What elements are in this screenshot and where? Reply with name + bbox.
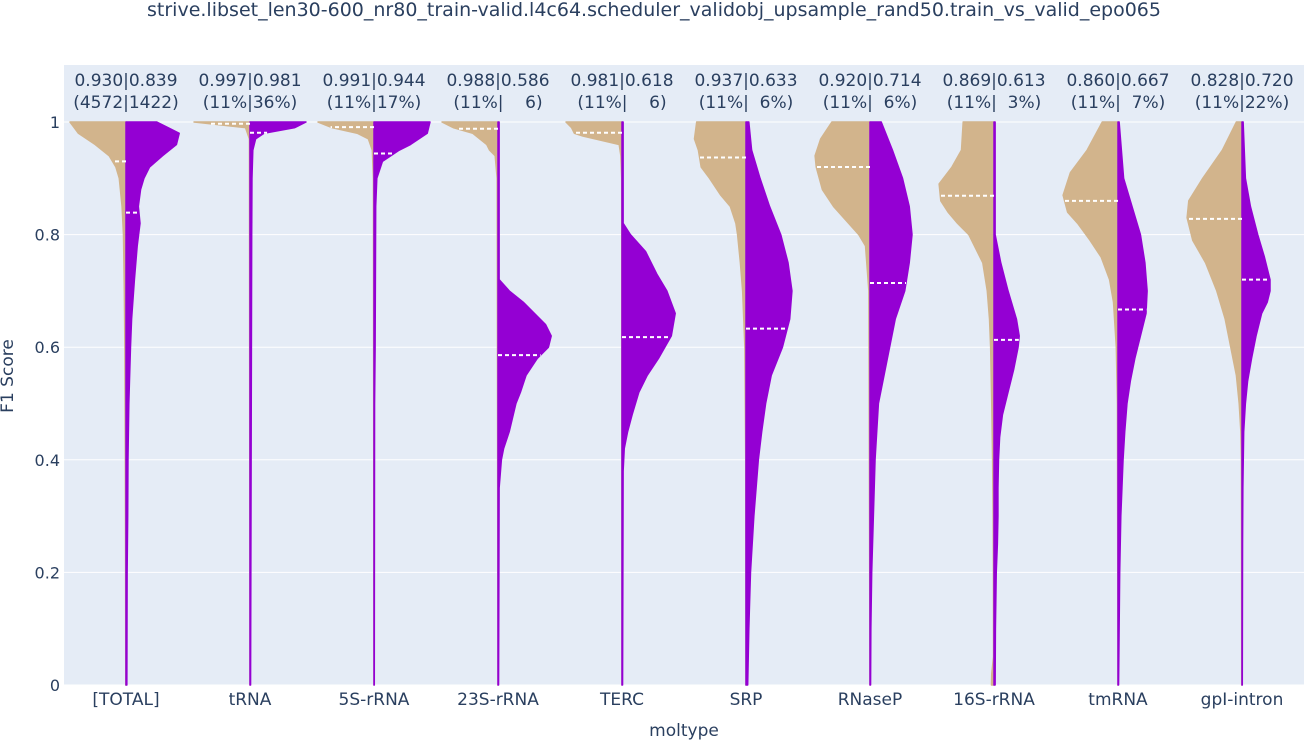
annotation-line1: 0.991|0.944 (322, 71, 425, 91)
annotation-line2: (11%| 7%) (1071, 93, 1166, 113)
violin-valid-rnasep (869, 121, 913, 686)
violin-train-tmrna (1062, 121, 1119, 686)
annotation-line2: (11%| 6%) (823, 93, 918, 113)
annotations: 0.930|0.839(4572|1422) 0.997|0.981(11%|36… (73, 71, 1293, 113)
annotation-line2: (4572|1422) (73, 93, 179, 113)
x-tick-label: [TOTAL] (92, 690, 159, 710)
x-tick-label: SRP (730, 690, 763, 710)
y-tick-label: 0 (50, 676, 60, 695)
gridlines (64, 121, 1304, 686)
violin-train-16s-rrna (938, 121, 995, 686)
x-tick-label: TERC (599, 690, 644, 710)
violin-valid-trna (249, 121, 307, 686)
violin-valid-terc (621, 121, 676, 686)
annotation-line1: 0.988|0.586 (446, 71, 549, 91)
annotation-line2: (11%| 3%) (947, 93, 1042, 113)
y-axis-label: F1 Score (0, 339, 18, 413)
y-tick-label: 0.2 (35, 563, 60, 582)
x-tick-label: 16S-rRNA (953, 690, 1035, 710)
annotation-line1: 0.997|0.981 (198, 71, 301, 91)
chart-title: strive.libset_len30-600_nr80_train-valid… (147, 0, 1161, 21)
annotation-line1: 0.860|0.667 (1066, 71, 1169, 91)
annotation-line2: (11%| 6) (453, 93, 542, 113)
violin-valid-gpi-intron (1241, 121, 1271, 686)
annotation-line2: (11%| 6) (577, 93, 666, 113)
x-tick-label: gpI-intron (1201, 690, 1284, 710)
annotation-line1: 0.828|0.720 (1190, 71, 1293, 91)
x-tick-label: tmRNA (1088, 690, 1148, 710)
annotation-line1: 0.869|0.613 (942, 71, 1045, 91)
annotation-line2: (11%| 6%) (699, 93, 794, 113)
annotation-line2: (11%|36%) (203, 93, 298, 113)
x-ticks: [TOTAL] tRNA 5S-rRNA 23S-rRNA TERC SRP RNaseP 1… (92, 690, 1283, 710)
x-tick-label: 23S-rRNA (457, 690, 539, 710)
x-axis-label: moltype (649, 721, 719, 740)
y-tick-label: 1 (50, 113, 60, 132)
y-tick-label: 0.8 (35, 226, 60, 245)
y-tick-label: 0.6 (35, 338, 60, 357)
annotation-line2: (11%|17%) (327, 93, 422, 113)
violin-valid-5s-rrna (373, 121, 431, 686)
violin-valid-total (125, 121, 180, 686)
x-tick-label: 5S-rRNA (339, 690, 410, 710)
annotation-line1: 0.920|0.714 (818, 71, 921, 91)
violin-valid-srp (745, 121, 793, 686)
annotation-line1: 0.981|0.618 (570, 71, 673, 91)
y-ticks: 0 0.2 0.4 0.6 0.8 1 (35, 113, 60, 695)
violins (69, 121, 1271, 686)
violin-valid-16s-rrna (993, 121, 1020, 686)
violin-valid-23s-rrna (497, 121, 552, 686)
annotation-line1: 0.930|0.839 (74, 71, 177, 91)
annotation-line1: 0.937|0.633 (694, 71, 797, 91)
violin-valid-tmrna (1117, 121, 1148, 686)
annotation-line2: (11%|22%) (1195, 93, 1290, 113)
y-tick-label: 0.4 (35, 451, 60, 470)
x-tick-label: tRNA (229, 690, 272, 710)
violin-train-rnasep (814, 121, 871, 686)
x-tick-label: RNaseP (838, 690, 903, 710)
